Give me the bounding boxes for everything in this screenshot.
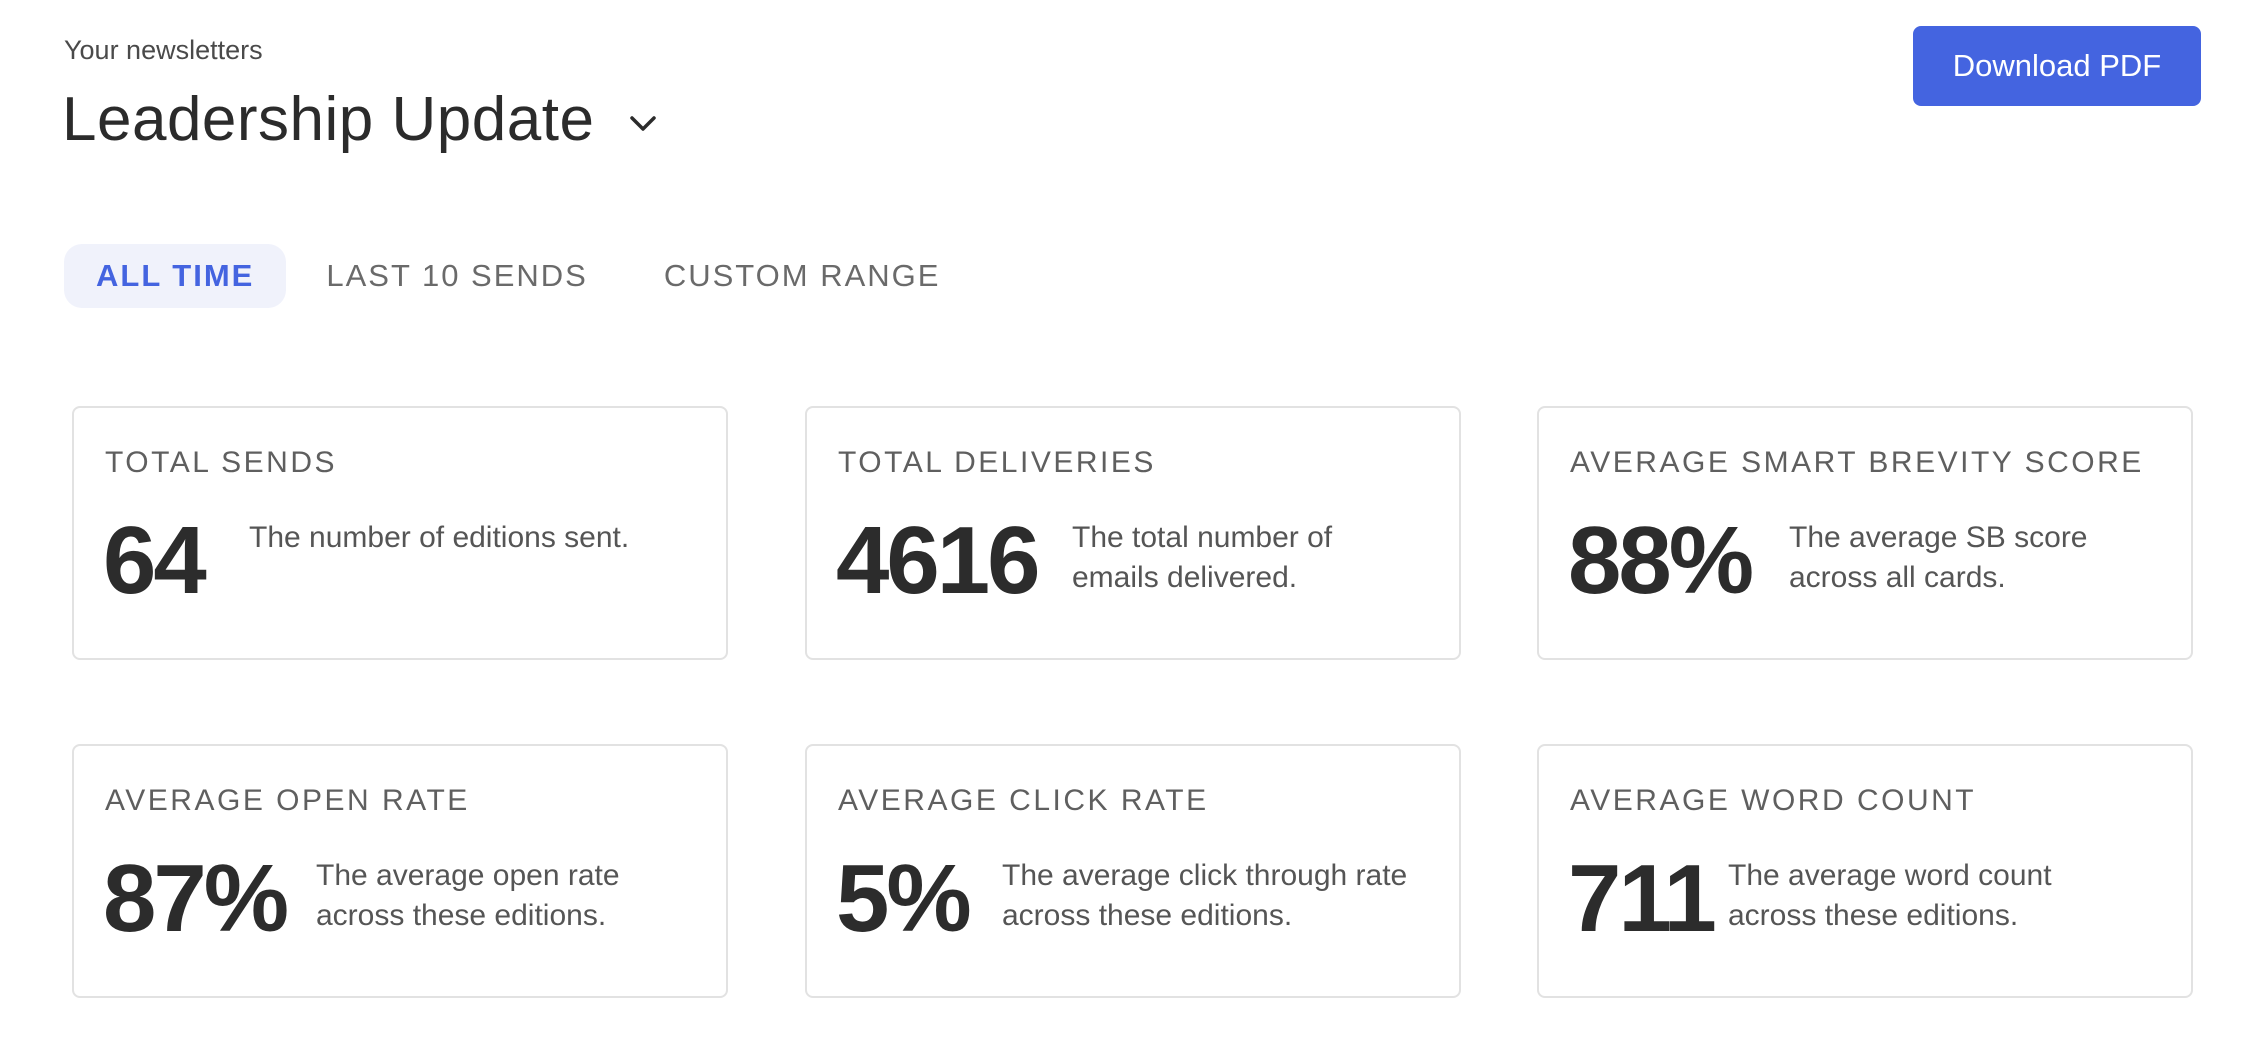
- chevron-down-icon[interactable]: [628, 109, 658, 139]
- stat-card-click-rate: AVERAGE CLICK RATE 5% The average click …: [805, 744, 1461, 998]
- stat-card-description: The average open rate across these editi…: [316, 859, 620, 932]
- download-pdf-button[interactable]: Download PDF: [1913, 26, 2201, 106]
- tab-last-10-sends[interactable]: LAST 10 SENDS: [326, 258, 588, 293]
- date-range-tabs: ALL TIME LAST 10 SENDS CUSTOM RANGE: [64, 244, 972, 308]
- stat-card-title: AVERAGE CLICK RATE: [838, 784, 1209, 817]
- stat-card-value: 87%: [103, 845, 289, 952]
- stat-card-description: The total number of emails delivered.: [1072, 521, 1333, 594]
- stat-card-word-count: AVERAGE WORD COUNT 711 The average word …: [1537, 744, 2193, 998]
- stat-card-title: AVERAGE OPEN RATE: [105, 784, 470, 817]
- newsletter-selector[interactable]: Leadership Update: [62, 78, 658, 162]
- stat-card-title: AVERAGE WORD COUNT: [1570, 784, 1977, 817]
- stat-card-value: 711: [1568, 845, 1717, 952]
- stat-card-description: The number of editions sent.: [249, 521, 630, 554]
- stat-card-value: 5%: [836, 845, 972, 952]
- stat-card-description: The average word count across these edit…: [1728, 859, 2052, 932]
- stat-card-total-deliveries: TOTAL DELIVERIES 4616 The total number o…: [805, 406, 1461, 660]
- stat-card-value: 88%: [1568, 507, 1754, 614]
- stat-card-open-rate: AVERAGE OPEN RATE 87% The average open r…: [72, 744, 728, 998]
- stat-card-title: TOTAL SENDS: [105, 446, 337, 479]
- tab-custom-range[interactable]: CUSTOM RANGE: [663, 258, 941, 293]
- page-title: Leadership Update: [62, 85, 595, 154]
- stat-card-title: AVERAGE SMART BREVITY SCORE: [1570, 446, 2144, 479]
- stat-card-description: The average SB score across all cards.: [1789, 521, 2088, 594]
- stat-card-value: 4616: [836, 507, 1041, 614]
- stat-card-description: The average click through rate across th…: [1002, 859, 1408, 932]
- stat-card-value: 64: [103, 507, 207, 614]
- stat-card-total-sends: TOTAL SENDS 64 The number of editions se…: [72, 406, 728, 660]
- stat-card-smart-brevity-score: AVERAGE SMART BREVITY SCORE 88% The aver…: [1537, 406, 2193, 660]
- stat-card-title: TOTAL DELIVERIES: [838, 446, 1156, 479]
- tab-all-time[interactable]: ALL TIME: [64, 244, 287, 308]
- newsletter-label: Your newsletters: [64, 35, 263, 65]
